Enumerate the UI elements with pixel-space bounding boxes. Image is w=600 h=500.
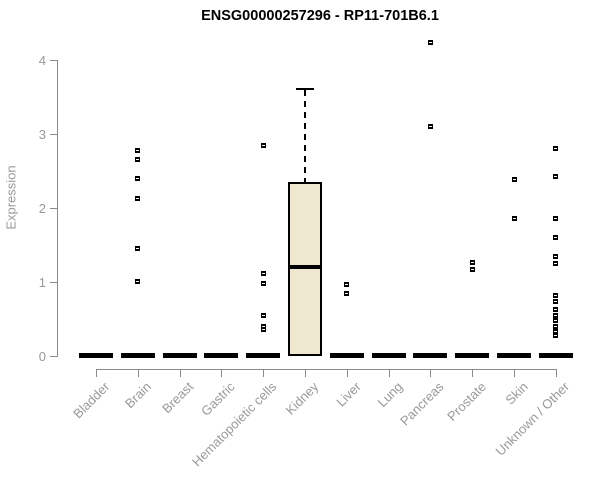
outlier-point — [553, 317, 559, 323]
x-tick-label: Brain — [122, 379, 155, 412]
x-tick-label: Lung — [374, 379, 406, 411]
y-tick — [50, 60, 57, 62]
outlier-point — [344, 291, 350, 297]
outlier-point — [553, 324, 559, 330]
outlier-point — [260, 142, 266, 148]
outlier-point — [553, 260, 559, 266]
x-tick — [388, 369, 390, 377]
outlier-point — [260, 271, 266, 277]
outlier-point — [135, 246, 141, 252]
outlier-point — [260, 280, 266, 286]
x-tick — [96, 369, 97, 377]
y-tick — [50, 281, 57, 283]
outlier-point — [135, 175, 141, 181]
x-tick-label: Bladder — [70, 379, 113, 422]
y-tick-label: 0 — [38, 348, 46, 364]
outlier-point — [260, 323, 266, 329]
zero-median-bar — [329, 353, 364, 359]
y-tick — [50, 207, 57, 209]
outlier-point — [553, 298, 559, 304]
zero-median-bar — [204, 353, 239, 359]
x-tick — [346, 369, 348, 377]
x-tick — [263, 369, 265, 377]
x-tick — [137, 369, 139, 377]
outlier-point — [135, 279, 141, 285]
zero-median-bar — [162, 353, 197, 359]
outlier-point — [553, 216, 559, 222]
outlier-point — [135, 157, 141, 163]
x-axis-line — [96, 369, 557, 370]
zero-median-bar — [246, 353, 281, 359]
zero-median-bar — [455, 353, 490, 359]
y-tick — [50, 134, 57, 135]
x-tick — [514, 369, 515, 377]
x-tick — [221, 369, 223, 377]
outlier-point — [553, 292, 559, 298]
outlier-point — [427, 124, 433, 130]
x-tick — [472, 369, 474, 377]
y-tick-label: 1 — [38, 274, 46, 290]
zero-median-bar — [497, 353, 531, 359]
x-tick-label: Unknown / Other — [492, 379, 573, 459]
outlier-point — [260, 326, 266, 332]
zero-median-bar — [538, 353, 573, 359]
outlier-point — [135, 195, 141, 201]
outlier-point — [553, 145, 559, 151]
outlier-point — [511, 176, 517, 182]
x-tick-label: Prostate — [443, 379, 489, 424]
outlier-point — [469, 266, 475, 272]
x-tick — [430, 369, 432, 377]
zero-median-bar — [371, 353, 406, 359]
outlier-point — [553, 307, 559, 313]
x-tick — [555, 369, 557, 377]
median-line — [290, 265, 320, 270]
x-tick-label: Gastric — [198, 379, 239, 419]
outlier-point — [553, 312, 559, 318]
outlier-point — [469, 260, 475, 266]
outlier-point — [260, 313, 266, 319]
outlier-point — [511, 215, 517, 221]
zero-median-bar — [120, 353, 155, 359]
whisker — [304, 89, 306, 183]
outlier-point — [553, 254, 559, 260]
x-tick — [305, 369, 306, 377]
y-tick — [50, 355, 57, 357]
x-tick-label: Liver — [332, 379, 364, 410]
x-tick-label: Pancreas — [397, 379, 448, 429]
y-axis-title: Expression — [3, 165, 19, 230]
outlier-point — [553, 328, 559, 334]
x-tick — [179, 369, 181, 377]
y-tick-label: 3 — [38, 127, 46, 142]
y-tick-label: 4 — [38, 53, 46, 69]
outlier-point — [135, 147, 141, 153]
outlier-point — [427, 39, 433, 45]
y-axis-line — [57, 60, 58, 357]
chart-title: ENSG00000257296 - RP11-701B6.1 — [201, 8, 439, 24]
outlier-point — [344, 282, 350, 288]
zero-median-bar — [413, 353, 448, 359]
y-tick-label: 2 — [38, 200, 46, 216]
whisker-cap — [296, 87, 314, 90]
zero-median-bar — [79, 353, 113, 359]
x-tick-label: Kidney — [282, 379, 322, 418]
x-tick-label: Breast — [159, 379, 197, 417]
x-tick-label: Skin — [502, 379, 531, 408]
outlier-point — [553, 234, 559, 240]
outlier-point — [553, 174, 559, 180]
outlier-point — [553, 332, 559, 338]
